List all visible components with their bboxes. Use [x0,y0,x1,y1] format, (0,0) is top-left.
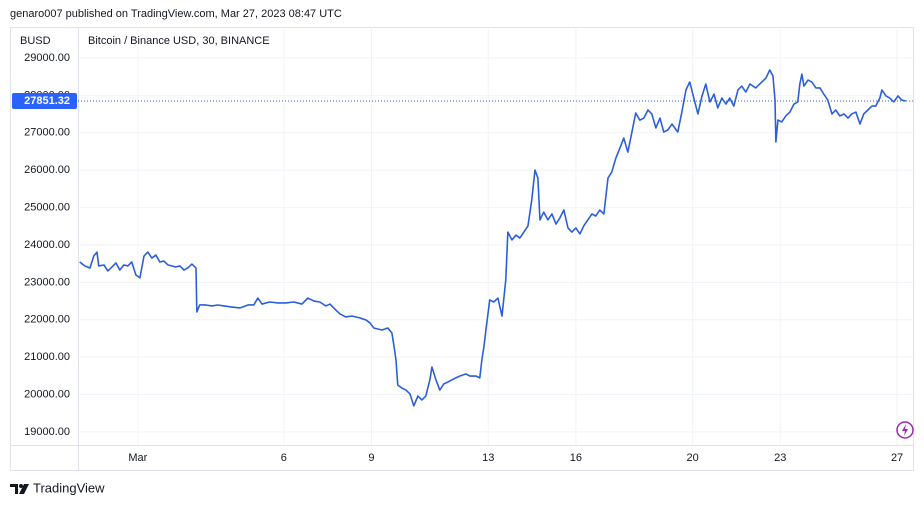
x-tick-label: 20 [687,452,699,464]
last-price-badge [12,92,77,109]
x-tick-label: Mar [128,452,147,464]
x-tick-label: 6 [281,452,287,464]
publish-header: genaro007 published on TradingView.com, … [10,8,342,20]
legend-title: Bitcoin / Binance USD, 30, BINANCE [88,35,270,47]
price-line [79,69,906,407]
chart-frame [10,27,914,471]
brand-name: TradingView [33,480,105,495]
x-tick-label: 9 [368,452,374,464]
lightning-icon [896,421,914,439]
y-tick-label: 19000.00 [24,426,70,438]
y-tick-label: 25000.00 [24,201,70,213]
y-tick-label: 26000.00 [24,164,70,176]
x-tick-label: 16 [570,452,582,464]
x-tick-label: 27 [891,452,903,464]
y-tick-label: 27000.00 [24,127,70,139]
currency-label: BUSD [20,35,51,47]
x-tick-label: 23 [774,452,786,464]
brand-logo [10,484,29,494]
y-tick-label: 21000.00 [24,351,70,363]
y-tick-label: 20000.00 [24,388,70,400]
y-tick-label: 24000.00 [24,239,70,251]
last-price-label: 27851.32 [24,95,70,107]
y-tick-label: 23000.00 [24,276,70,288]
plot [78,27,914,445]
x-tick-label: 13 [482,452,494,464]
y-tick-label: 29000.00 [24,52,70,64]
y-tick-label: 22000.00 [24,314,70,326]
